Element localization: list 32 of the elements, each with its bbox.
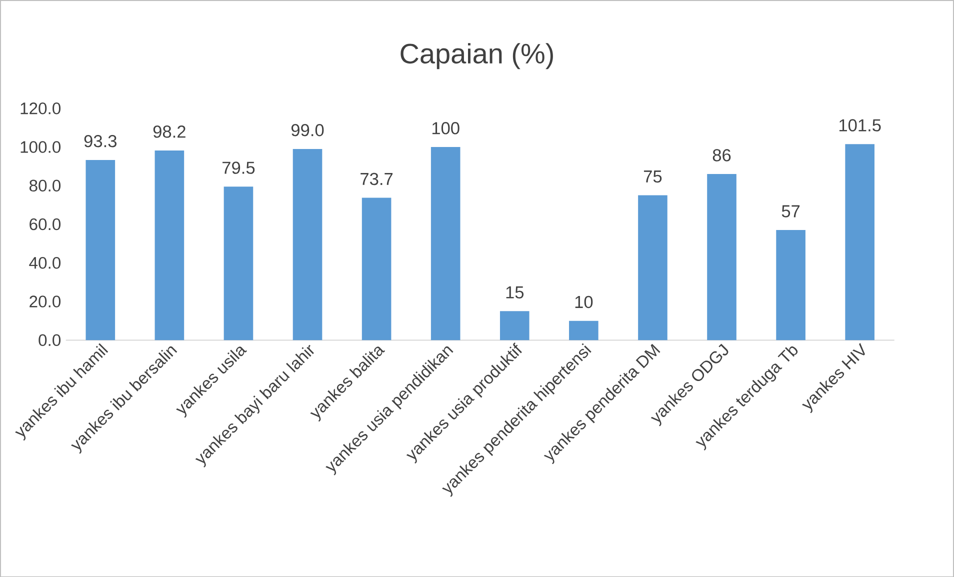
data-label: 100 [432,122,460,134]
y-tick-label: 80.0 [30,180,61,192]
bar [845,144,874,340]
data-label: 99.0 [291,124,324,136]
y-tick-label: 20.0 [30,295,61,308]
y-tick-label: 0.0 [38,334,61,346]
data-label: 79.5 [222,161,255,174]
bar [86,160,116,340]
data-label: 75 [644,170,662,182]
data-label: 86 [712,148,731,162]
data-label: 15 [506,286,524,298]
chart-title: Capaian (%) [400,42,553,69]
data-label: 57 [782,205,800,218]
bar [362,198,392,340]
bar [569,320,598,340]
y-tick-label: 60.0 [30,218,61,230]
bar [430,146,460,340]
data-label: 10 [575,296,593,308]
bar [776,230,806,340]
bar [154,150,184,340]
bar [292,148,322,340]
bar [500,310,530,340]
data-label: 93.3 [84,134,116,148]
y-tick-label: 40.0 [29,256,61,269]
data-label: 101.5 [839,118,881,132]
data-label: 98.2 [153,125,186,138]
bar [638,195,668,340]
y-tick-label: 120.0 [20,102,61,114]
bar [224,186,254,340]
data-label: 73.7 [360,172,393,185]
y-tick-label: 100.0 [20,140,61,153]
bar [707,174,736,340]
